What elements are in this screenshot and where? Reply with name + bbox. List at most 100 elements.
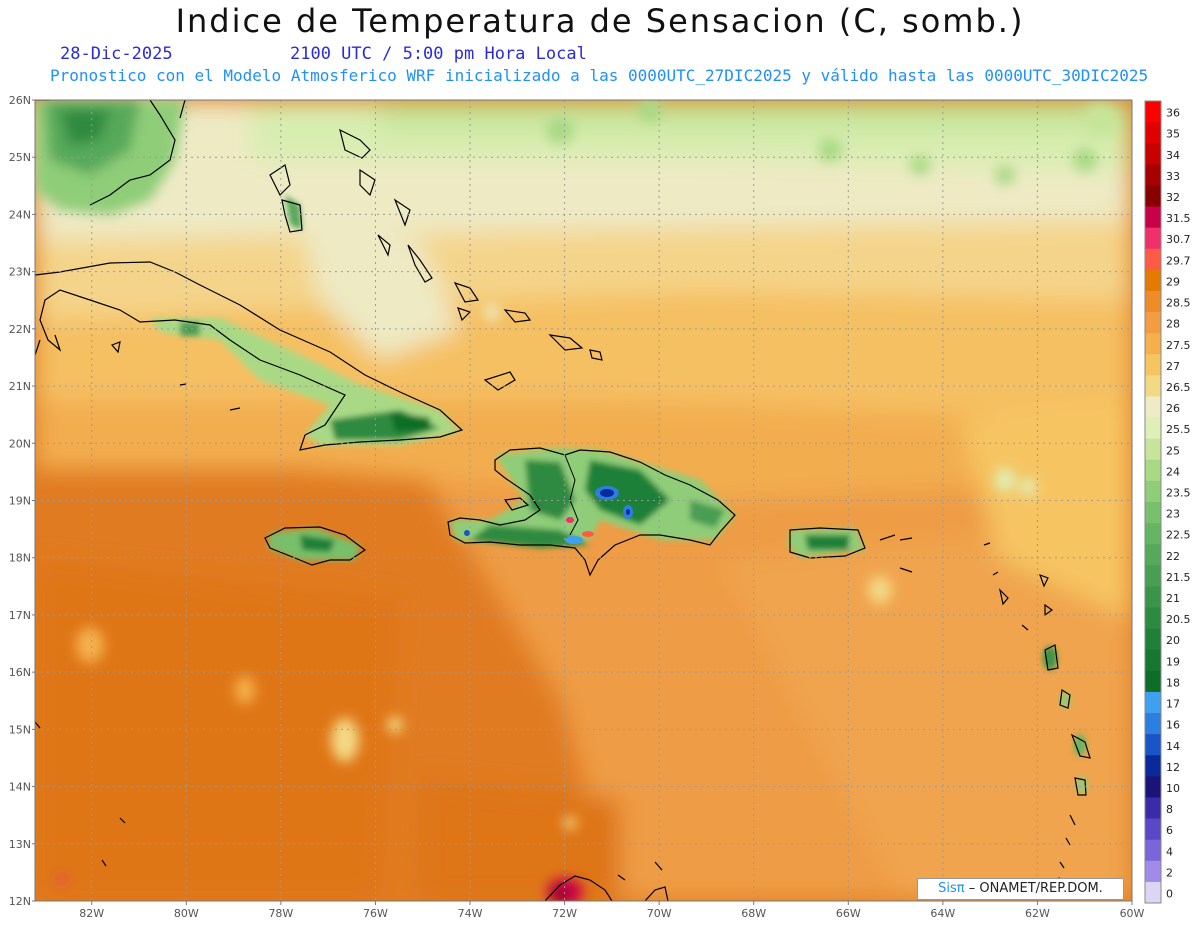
forecast-time: 2100 UTC / 5:00 pm Hora Local <box>290 44 587 64</box>
legend-swatch <box>1145 417 1161 440</box>
lon-tick-label: 60W <box>1120 907 1145 920</box>
legend-label: 29.7 <box>1166 254 1191 267</box>
lat-tick-label: 14N <box>9 781 31 794</box>
legend-label: 22.5 <box>1166 529 1191 542</box>
legend-swatch <box>1145 164 1161 186</box>
legend-swatch <box>1145 480 1161 503</box>
legend-swatch <box>1145 502 1161 524</box>
legend-label: 27 <box>1166 360 1180 373</box>
legend-label: 10 <box>1166 782 1180 795</box>
legend-swatch <box>1145 438 1161 461</box>
legend-swatch <box>1145 290 1161 313</box>
legend-swatch <box>1145 860 1161 883</box>
temperature-field <box>35 100 1132 901</box>
legend-swatch <box>1145 586 1161 609</box>
lat-tick-label: 21N <box>9 380 31 393</box>
legend-label: 2 <box>1166 866 1173 879</box>
legend-label: 20 <box>1166 634 1180 647</box>
legend-swatch <box>1145 122 1161 144</box>
legend-swatch <box>1145 206 1161 229</box>
legend-swatch <box>1145 101 1161 123</box>
legend-label: 26.5 <box>1166 381 1191 394</box>
legend-swatch <box>1145 839 1161 862</box>
legend-label: 8 <box>1166 803 1173 816</box>
legend-label: 4 <box>1166 845 1173 858</box>
lon-tick-label: 76W <box>363 907 388 920</box>
legend-label: 28 <box>1166 318 1180 331</box>
legend-swatch <box>1145 143 1161 165</box>
legend-label: 14 <box>1166 740 1180 753</box>
lon-tick-label: 80W <box>174 907 199 920</box>
lat-tick-label: 15N <box>9 723 31 736</box>
lon-tick-label: 64W <box>930 907 955 920</box>
sispi-logo-text: Sisπ <box>938 881 965 896</box>
gridlines <box>35 100 1132 901</box>
legend-swatch <box>1145 185 1161 208</box>
model-subtitle: Pronostico con el Modelo Atmosferico WRF… <box>50 66 1149 85</box>
legend-swatch <box>1145 628 1161 651</box>
lon-tick-label: 68W <box>741 907 766 920</box>
legend-swatch <box>1145 776 1161 798</box>
legend-swatch <box>1145 523 1161 545</box>
lat-tick-label: 19N <box>9 495 31 508</box>
legend-label: 16 <box>1166 719 1180 732</box>
legend-label: 30.7 <box>1166 233 1191 246</box>
legend-label: 29 <box>1166 275 1180 288</box>
lon-tick-label: 66W <box>836 907 861 920</box>
legend-swatch <box>1145 818 1161 841</box>
legend-label: 24 <box>1166 465 1180 478</box>
legend-label: 35 <box>1166 128 1180 141</box>
latitude-axis: 26N 25N 24N 23N 22N 21N 20N 19N 18N 17N 16N 15N 14N 1… <box>9 94 35 908</box>
forecast-date: 28-Dic-2025 <box>60 44 173 64</box>
lon-tick-label: 62W <box>1025 907 1050 920</box>
legend-swatch <box>1145 755 1161 777</box>
legend-label: 34 <box>1166 149 1180 162</box>
legend-swatch <box>1145 607 1161 630</box>
lat-tick-label: 13N <box>9 838 31 851</box>
legend-swatch <box>1145 248 1161 271</box>
lon-tick-label: 78W <box>268 907 293 920</box>
legend-swatch <box>1145 670 1161 693</box>
longitude-axis: 82W 80W 78W 76W 74W 72W 70W 68W 66W 64W 62W 60W <box>79 901 1145 920</box>
lat-tick-label: 23N <box>9 266 31 279</box>
legend-frame <box>1144 100 1162 904</box>
legend-swatch <box>1145 544 1161 566</box>
legend-swatch <box>1145 713 1161 735</box>
legend-swatch <box>1145 375 1161 397</box>
legend-label: 36 <box>1166 107 1180 120</box>
map-title: Indice de Temperatura de Sensacion (C, s… <box>175 2 1025 40</box>
legend-swatch <box>1145 734 1161 756</box>
legend-label: 32 <box>1166 191 1180 204</box>
lon-tick-label: 70W <box>647 907 672 920</box>
legend-label: 21 <box>1166 592 1180 605</box>
legend-label: 19 <box>1166 655 1180 668</box>
legend-label: 17 <box>1166 698 1180 711</box>
legend-label: 0 <box>1166 888 1173 901</box>
legend-swatch <box>1145 354 1161 376</box>
credit-box: Sisπ – ONAMET/REP.DOM. <box>917 878 1124 900</box>
legend-label: 23.5 <box>1166 487 1191 500</box>
lat-tick-label: 25N <box>9 151 31 164</box>
credit-text: – ONAMET/REP.DOM. <box>968 881 1103 896</box>
legend-label: 25 <box>1166 444 1180 457</box>
legend-label: 18 <box>1166 676 1180 689</box>
legend-swatch <box>1145 881 1161 904</box>
legend-label: 28.5 <box>1166 297 1191 310</box>
legend-swatch <box>1145 396 1161 419</box>
lon-tick-label: 74W <box>458 907 483 920</box>
legend-label: 21.5 <box>1166 571 1191 584</box>
legend-label: 12 <box>1166 761 1180 774</box>
legend-label: 23 <box>1166 508 1180 521</box>
legend-label: 20.5 <box>1166 613 1191 626</box>
lat-tick-label: 12N <box>9 895 31 908</box>
legend-label: 25.5 <box>1166 423 1191 436</box>
legend-swatch <box>1145 227 1161 250</box>
legend-swatch <box>1145 269 1161 292</box>
legend-swatch <box>1145 333 1161 355</box>
coastlines <box>35 100 1091 901</box>
legend-swatch <box>1145 565 1161 587</box>
legend-swatch <box>1145 797 1161 820</box>
lat-tick-label: 26N <box>9 94 31 107</box>
lat-tick-label: 18N <box>9 552 31 565</box>
